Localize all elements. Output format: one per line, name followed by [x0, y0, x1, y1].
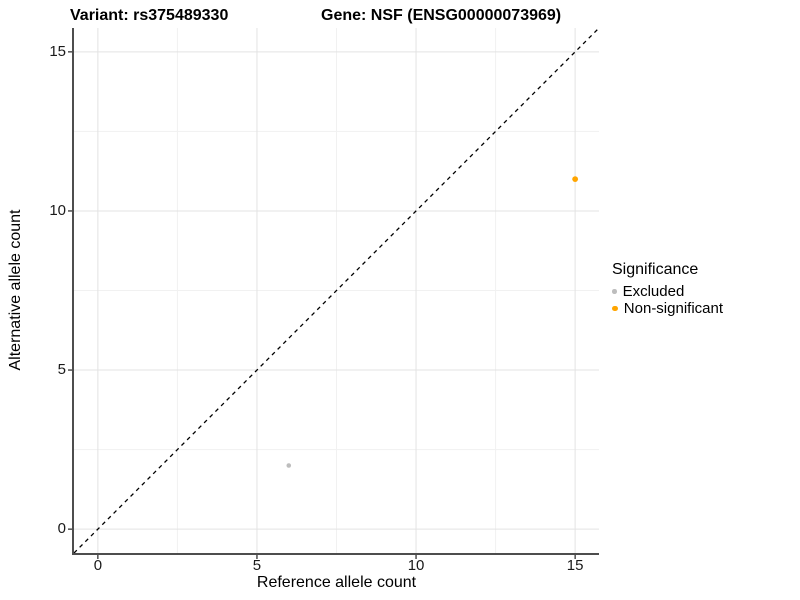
y-tick-label: 15 [49, 42, 66, 60]
x-axis-title: Reference allele count [256, 574, 417, 591]
legend-item-non-significant: Non-significant [612, 300, 723, 317]
x-tick-label: 5 [252, 557, 262, 574]
gene-title: Gene: NSF (ENSG00000073969) [321, 7, 562, 24]
legend-item-label: Non-significant [623, 300, 724, 317]
legend-dot-icon [612, 289, 617, 294]
identity-dashed-line [73, 27, 600, 554]
data-point-non-significant [572, 176, 579, 183]
y-tick-label: 0 [57, 520, 66, 538]
legend-title: Significance [612, 261, 699, 278]
y-tick-label: 10 [49, 201, 66, 219]
legend: Significance Excluded Non-significant [612, 261, 723, 317]
data-point-excluded [286, 463, 292, 468]
x-tick-label: 10 [407, 557, 425, 574]
variant-title: Variant: rs375489330 [70, 7, 229, 24]
legend-dot-icon [612, 305, 618, 312]
x-tick-label: 0 [93, 557, 103, 574]
legend-items: Excluded Non-significant [612, 283, 723, 317]
legend-item-label: Excluded [622, 283, 685, 300]
y-tick-label: 5 [57, 361, 66, 379]
x-tick-label: 15 [566, 557, 584, 574]
legend-item-excluded: Excluded [612, 283, 723, 300]
